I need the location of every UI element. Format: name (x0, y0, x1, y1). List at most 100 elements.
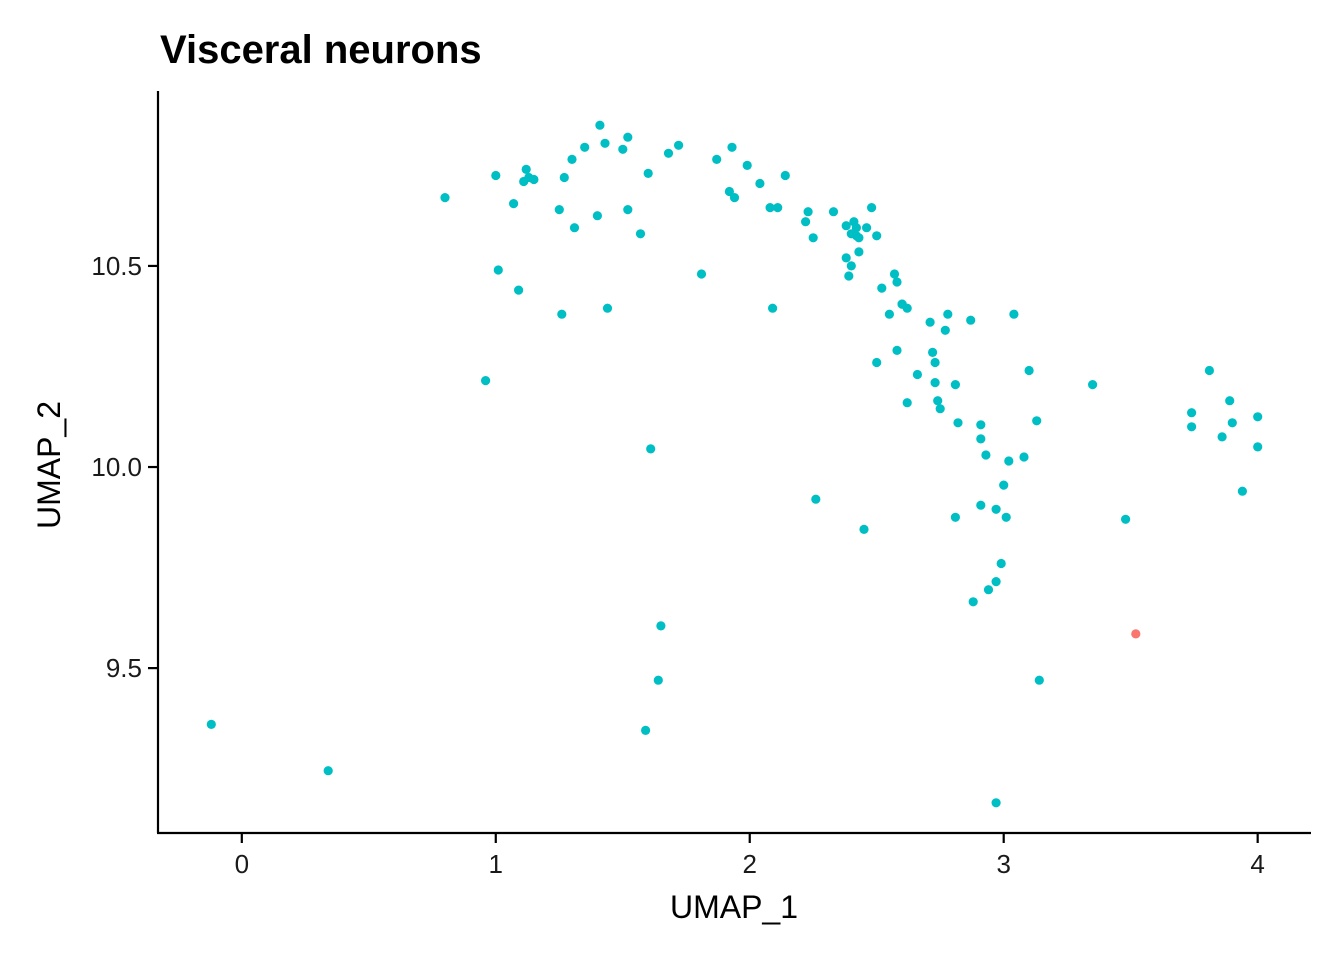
data-point (653, 675, 663, 685)
data-point (1019, 452, 1029, 462)
data-point (508, 199, 519, 209)
y-tick-label: 10.0 (91, 452, 142, 482)
data-point (940, 325, 950, 335)
data-point (618, 144, 628, 154)
data-point (646, 444, 656, 454)
data-point (602, 303, 613, 313)
data-point (768, 303, 778, 313)
x-tick-label: 3 (996, 849, 1010, 879)
data-point (884, 309, 895, 319)
data-point (991, 504, 1001, 514)
y-tick-label: 9.5 (106, 653, 142, 683)
data-point (928, 347, 938, 357)
data-point (1088, 380, 1098, 390)
data-point (892, 345, 902, 355)
data-point (859, 524, 869, 535)
data-point (867, 203, 877, 213)
data-point (742, 160, 752, 170)
data-point (206, 719, 216, 730)
data-point (976, 500, 986, 510)
data-point (514, 285, 524, 295)
data-point (493, 265, 503, 275)
data-point (841, 221, 851, 231)
data-point (663, 148, 674, 158)
data-point (635, 229, 646, 239)
data-point (521, 164, 531, 174)
data-point (1131, 629, 1141, 639)
data-point (1204, 365, 1214, 376)
data-point (529, 174, 539, 185)
x-tick-label: 2 (743, 849, 757, 879)
data-point (1217, 432, 1227, 442)
data-point (1034, 675, 1044, 685)
data-point (554, 205, 564, 215)
data-point (933, 396, 943, 406)
data-point (999, 480, 1009, 490)
data-point (1009, 309, 1019, 319)
data-point (801, 217, 811, 227)
data-point (1237, 486, 1247, 496)
data-point (803, 207, 813, 217)
data-point (481, 376, 491, 386)
data-point (557, 309, 567, 319)
data-point (755, 178, 765, 189)
data-point (930, 378, 940, 388)
data-point (828, 207, 839, 217)
data-point (1121, 514, 1131, 524)
data-point (851, 223, 862, 233)
data-point (641, 725, 651, 736)
data-point (773, 203, 783, 213)
data-point (595, 120, 605, 130)
data-point (696, 269, 707, 279)
data-point (844, 271, 854, 281)
data-point (811, 494, 821, 504)
data-point (643, 168, 653, 178)
data-point (854, 247, 864, 257)
data-point (854, 233, 864, 243)
data-point (966, 315, 976, 325)
y-tick-label: 10.5 (91, 251, 142, 281)
data-point (1253, 412, 1263, 422)
data-point (724, 186, 735, 197)
x-tick-label: 0 (235, 849, 249, 879)
data-point (623, 132, 633, 142)
data-point (953, 418, 963, 428)
data-point (1253, 442, 1263, 452)
data-point (1024, 365, 1034, 376)
x-tick-label: 1 (489, 849, 503, 879)
data-point (780, 170, 790, 181)
data-point (841, 253, 851, 263)
data-point (968, 597, 978, 607)
y-axis-ticks: 9.5 10.0 10.5 (91, 251, 158, 683)
data-point (765, 203, 775, 213)
data-point (925, 317, 935, 327)
points-layer (206, 120, 1263, 808)
data-point (930, 357, 940, 368)
data-point (600, 138, 610, 148)
data-point (656, 621, 666, 631)
data-point (877, 283, 887, 293)
data-point (996, 558, 1006, 569)
data-point (981, 450, 991, 460)
x-tick-label: 4 (1250, 849, 1264, 879)
data-point (323, 766, 333, 776)
data-point (976, 434, 986, 444)
x-axis-ticks: 0 1 2 3 4 (235, 833, 1265, 879)
x-axis-label: UMAP_1 (670, 889, 798, 925)
data-point (976, 420, 986, 430)
data-point (729, 193, 740, 203)
data-point (1225, 396, 1235, 406)
data-point (569, 223, 580, 233)
data-point (902, 398, 912, 408)
chart-title: Visceral neurons (160, 28, 482, 72)
data-point (846, 261, 856, 271)
data-point (872, 357, 882, 368)
data-point (950, 512, 961, 522)
y-axis-label: UMAP_2 (31, 401, 67, 529)
data-point (889, 269, 900, 279)
data-point (892, 277, 902, 287)
data-point (440, 193, 450, 203)
data-point (674, 140, 684, 150)
